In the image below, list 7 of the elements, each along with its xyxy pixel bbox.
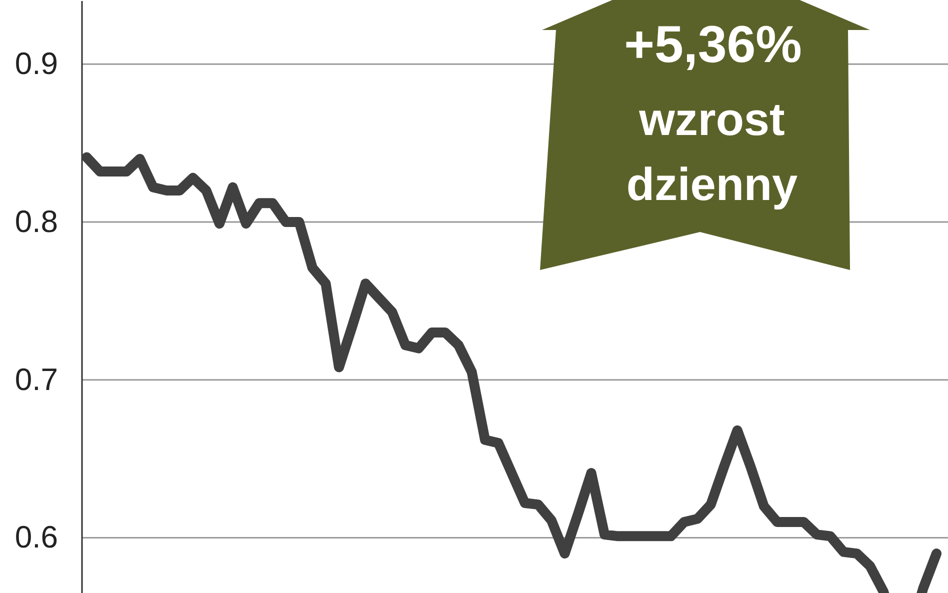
y-tick-label: 0.6 — [14, 520, 58, 555]
y-tick-label: 0.9 — [14, 46, 58, 82]
annotation: wzrost — [638, 93, 785, 145]
annotation: +5,36% — [624, 16, 802, 74]
annotation: dzienny — [626, 158, 798, 210]
y-tick-label: 0.8 — [14, 204, 58, 239]
y-tick-label: 0.7 — [14, 362, 58, 397]
